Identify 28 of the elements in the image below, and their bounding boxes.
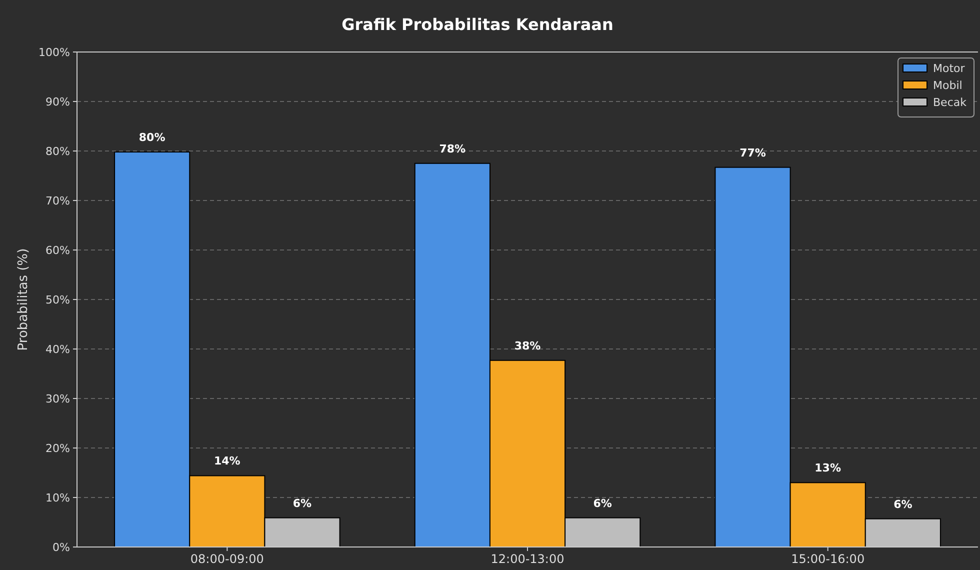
- legend-label: Becak: [933, 96, 968, 109]
- data-label: 38%: [514, 339, 541, 352]
- y-tick-label: 0%: [52, 540, 70, 554]
- data-label: 6%: [292, 496, 312, 510]
- x-tick-label: 12:00-13:00: [490, 552, 564, 566]
- legend-label: Mobil: [933, 78, 962, 92]
- x-tick-label: 08:00-09:00: [190, 552, 264, 566]
- y-axis-title: Probabilitas (%): [16, 248, 31, 351]
- y-tick-label: 60%: [46, 244, 70, 257]
- data-label: 13%: [814, 462, 842, 475]
- y-tick-label: 90%: [46, 95, 70, 108]
- y-tick-label: 50%: [46, 293, 70, 306]
- legend-label: Motor: [933, 62, 966, 75]
- y-tick-label: 10%: [46, 491, 70, 504]
- data-label: 6%: [593, 496, 612, 510]
- y-tick-label: 70%: [46, 194, 70, 208]
- data-label: 14%: [214, 454, 240, 468]
- x-tick-label: 15:00-16:00: [791, 552, 865, 566]
- y-tick-label: 30%: [46, 392, 70, 406]
- data-label: 80%: [138, 130, 166, 144]
- y-tick-label: 100%: [38, 46, 70, 59]
- chart-title: Grafik Probabilitas Kendaraan: [342, 15, 614, 34]
- data-label: 6%: [894, 498, 912, 511]
- data-label: 78%: [439, 142, 466, 156]
- y-tick-label: 20%: [46, 442, 70, 455]
- y-tick-label: 40%: [46, 342, 70, 356]
- data-label: 77%: [740, 146, 766, 160]
- y-tick-label: 80%: [46, 144, 70, 158]
